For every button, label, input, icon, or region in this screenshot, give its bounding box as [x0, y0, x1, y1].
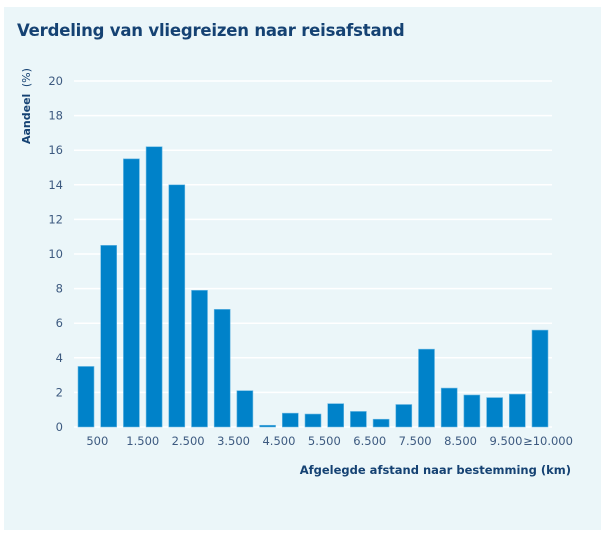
bar-1.500-2.000 — [145, 146, 163, 428]
x-tick-label: 8.500 — [444, 434, 477, 448]
x-tick-label: 3.500 — [217, 434, 250, 448]
bar-3.500-4.000 — [236, 390, 254, 428]
bar-3.000-3.500 — [213, 309, 231, 428]
x-tick-label: 1.500 — [126, 434, 159, 448]
x-tick-label: 7.500 — [399, 434, 432, 448]
x-tick-labels: 500 1.500 2.500 3.500 4.500 5.500 6.500 7.500 8.… — [86, 434, 573, 448]
bar-2.500-3.000 — [191, 290, 208, 428]
bar-5.000-5.500 — [304, 413, 322, 428]
bar-6.000-6.500 — [350, 411, 367, 428]
y-tick-label: 14 — [48, 178, 63, 192]
gridlines — [74, 80, 552, 428]
x-tick-label: 5.500 — [308, 434, 341, 448]
bar-7.000-7.500 — [395, 404, 413, 428]
x-tick-label: 2.500 — [172, 434, 205, 448]
bar-500-1.000 — [100, 245, 117, 428]
x-tick-label: ≥10.000 — [523, 434, 573, 448]
x-tick-label: 6.500 — [353, 434, 386, 448]
y-tick-label: 4 — [56, 351, 63, 365]
bar-2.000-2.500 — [168, 184, 186, 428]
y-tick-label: 20 — [48, 74, 63, 88]
y-tick-label: 0 — [56, 420, 63, 434]
bar-4.000-4.500 — [259, 424, 276, 428]
bar-8.500-9.000 — [463, 394, 481, 428]
bar-≥10.000 — [531, 329, 549, 428]
y-tick-label: 12 — [48, 212, 63, 226]
y-tick-label: 18 — [48, 109, 63, 123]
bar-8.000-8.500 — [440, 387, 458, 428]
x-tick-label: 4.500 — [262, 434, 295, 448]
y-axis-title-main: Aandeel — [20, 94, 33, 144]
bar-4.500-5.000 — [281, 412, 299, 428]
bar-7.500-8.000 — [418, 348, 435, 428]
y-axis-title: Aandeel (%) — [20, 68, 33, 144]
bar-5.500-6.000 — [327, 403, 345, 428]
bar-9.500-10.000 — [508, 393, 526, 428]
y-tick-label: 6 — [56, 316, 63, 330]
bars — [77, 146, 549, 428]
y-axis-title-unit: (%) — [20, 68, 33, 87]
y-tick-label: 2 — [56, 385, 63, 399]
bar-9.000-9.500 — [486, 397, 503, 428]
chart-title: Verdeling van vliegreizen naar reisafsta… — [17, 21, 405, 40]
y-tick-label: 16 — [48, 143, 63, 157]
bar-1.000-1.500 — [123, 158, 140, 428]
x-tick-label: 500 — [86, 434, 108, 448]
bar-0-500 — [77, 366, 95, 428]
bar-6.500-7.000 — [372, 418, 390, 428]
y-tick-label: 10 — [48, 247, 63, 261]
y-tick-label: 8 — [56, 282, 63, 296]
y-tick-labels: 0 2 4 6 8 10 12 14 16 18 20 — [48, 74, 63, 434]
x-axis-title: Afgelegde afstand naar bestemming (km) — [300, 463, 571, 477]
x-tick-label: 9.500 — [489, 434, 522, 448]
